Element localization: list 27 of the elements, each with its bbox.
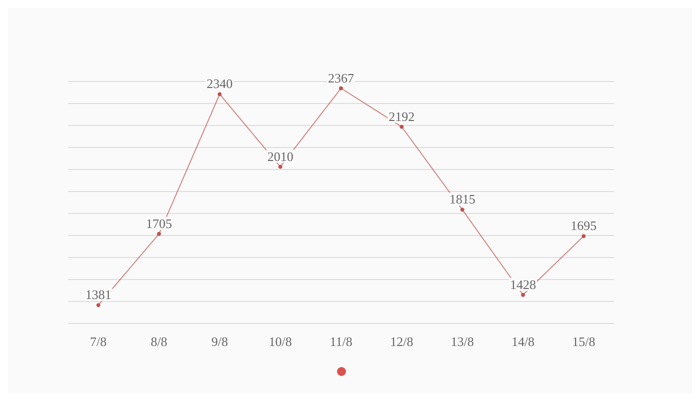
x-tick-label: 11/8 (330, 334, 352, 349)
data-label: 1705 (146, 216, 172, 231)
data-label: 2010 (267, 148, 294, 164)
x-tick-label: 15/8 (572, 334, 596, 349)
x-tick-label: 13/8 (450, 334, 474, 349)
x-tick-label: 12/8 (390, 334, 414, 349)
point (521, 292, 525, 297)
data-label: 1695 (570, 218, 597, 234)
data-label: 1428 (510, 276, 536, 292)
point (157, 232, 161, 236)
point (278, 164, 282, 169)
point (218, 92, 222, 96)
x-tick-label: 10/8 (268, 334, 292, 349)
point (96, 303, 100, 308)
data-label: 1381 (85, 287, 112, 302)
x-tick-label: 8/8 (150, 334, 168, 349)
point (582, 234, 586, 238)
point (339, 86, 343, 90)
point (400, 124, 404, 129)
data-label: 2367 (328, 70, 354, 86)
x-tick-label: 7/8 (90, 334, 107, 349)
data-label: 1815 (449, 192, 476, 207)
data-label: 2340 (206, 76, 233, 92)
x-tick-label: 9/8 (211, 334, 228, 349)
x-tick-label: 14/8 (511, 334, 535, 349)
data-label: 2192 (388, 108, 415, 124)
point (460, 208, 464, 212)
